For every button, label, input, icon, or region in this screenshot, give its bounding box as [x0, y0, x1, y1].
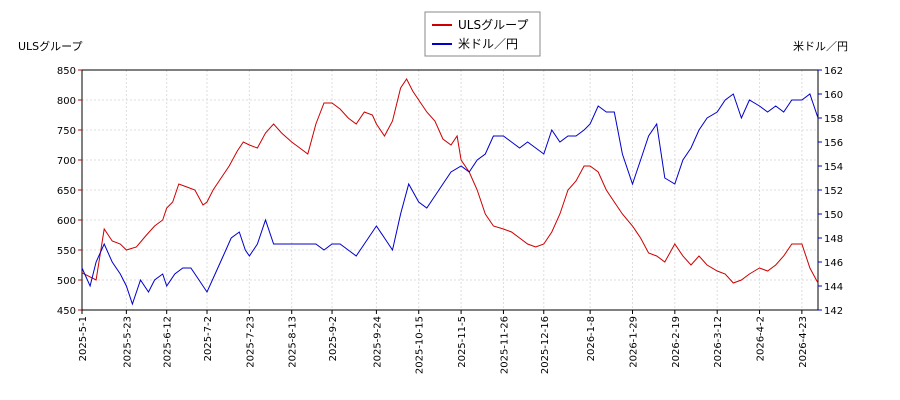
- x-tick-label: 2025-7-23: [245, 316, 256, 368]
- series-lines: [81, 78, 819, 306]
- right-tick-label: 144: [824, 282, 843, 293]
- x-tick-label: 2025-11-5: [457, 316, 468, 368]
- x-tick-label: 2025-9-2: [328, 316, 339, 361]
- right-tick-label: 162: [824, 66, 843, 77]
- left-tick-label: 850: [57, 66, 76, 77]
- left-tick-label: 600: [57, 216, 76, 227]
- x-tick-label: 2025-8-13: [288, 316, 299, 368]
- x-tick-label: 2026-3-12: [713, 316, 724, 368]
- right-tick-label: 152: [824, 186, 843, 197]
- left-tick-label: 500: [57, 276, 76, 287]
- x-tick-label: 2025-5-23: [122, 316, 133, 368]
- x-tick-label: 2025-10-15: [415, 316, 426, 374]
- x-tick-label: 2025-7-2: [203, 316, 214, 361]
- x-axis-ticks: 2025-5-1 2025-5-23 2025-6-12 2025-7-2 2025-7…: [78, 310, 809, 374]
- legend-label-usdjpy: 米ドル／円: [458, 37, 518, 51]
- right-tick-label: 160: [824, 90, 843, 101]
- right-tick-label: 148: [824, 234, 843, 245]
- x-tick-label: 2026-1-8: [586, 316, 597, 361]
- x-tick-label: 2026-1-29: [628, 316, 639, 368]
- left-axis-ticks: 450 500 550 600 650 700 750 800 850: [57, 66, 82, 317]
- legend-label-uls: ULSグループ: [458, 18, 528, 32]
- right-tick-label: 158: [824, 114, 843, 125]
- left-tick-label: 650: [57, 186, 76, 197]
- x-tick-label: 2025-9-24: [372, 316, 383, 368]
- right-tick-label: 150: [824, 210, 843, 221]
- left-tick-label: 800: [57, 96, 76, 107]
- right-tick-label: 154: [824, 162, 843, 173]
- gridlines: [81, 69, 818, 311]
- left-tick-label: 750: [57, 126, 76, 137]
- left-axis-title: ULSグループ: [18, 39, 83, 53]
- right-axis-ticks: 142 144 146 148 150 152 154 156 158 160 162: [818, 66, 843, 317]
- x-tick-label: 2026-4-2: [756, 316, 767, 361]
- right-axis-title: 米ドル／円: [793, 40, 848, 53]
- left-tick-label: 550: [57, 246, 76, 257]
- legend: ULSグループ 米ドル／円: [424, 11, 541, 57]
- left-tick-label: 700: [57, 156, 76, 167]
- x-tick-label: 2026-4-23: [798, 316, 809, 368]
- right-tick-label: 142: [824, 306, 843, 317]
- x-tick-label: 2025-11-26: [499, 316, 510, 374]
- right-tick-label: 156: [824, 138, 843, 149]
- x-tick-label: 2025-5-1: [78, 316, 89, 361]
- x-tick-label: 2025-6-12: [163, 316, 174, 368]
- series-line-uls: [81, 78, 819, 284]
- left-tick-label: 450: [57, 306, 76, 317]
- x-tick-label: 2026-2-19: [671, 316, 682, 368]
- series-line-usdjpy: [81, 93, 819, 306]
- x-tick-label: 2025-12-16: [540, 316, 551, 374]
- right-tick-label: 146: [824, 258, 843, 269]
- legend-box: [424, 11, 541, 57]
